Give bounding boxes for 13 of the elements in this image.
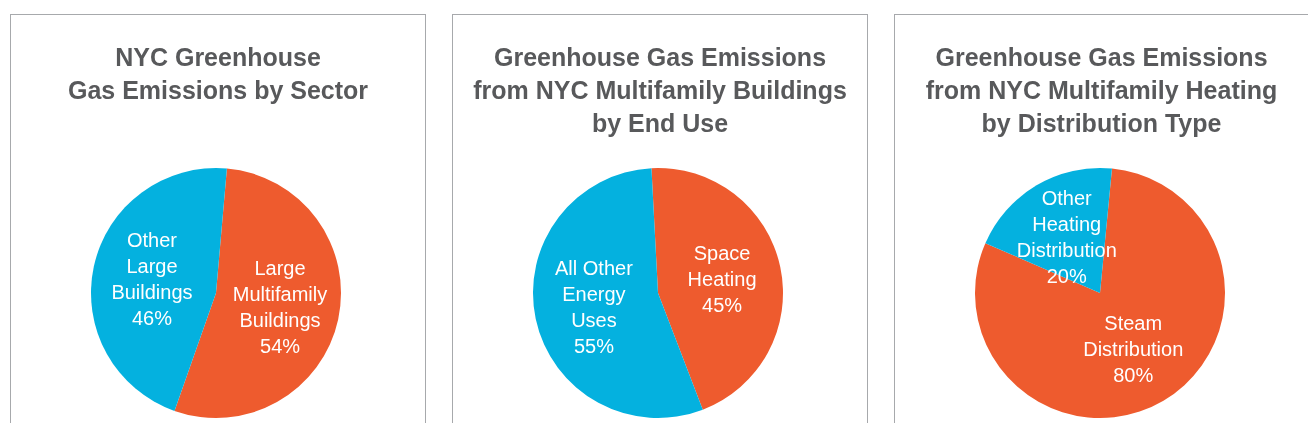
data-label: 54% [260,334,301,357]
slice-label: All Other Energy Uses [555,256,634,331]
chart-title: Greenhouse Gas Emissions from NYC Multifamily Buildings by End Use [473,42,847,137]
data-label: 45% [702,294,743,317]
data-label: 46% [131,307,173,330]
data-label: 55% [573,334,615,357]
slice-label: Space Heating [687,242,757,291]
data-label: 80% [1113,364,1154,387]
slice-label: Other Large Buildings [111,229,193,304]
chart-title: Greenhouse Gas Emissions from NYC Multifamily Heating by Distribution Type [925,42,1278,137]
slice-label: Large Multifamily Buildings [232,256,328,331]
slice-label: Steam Distribution [1083,312,1184,361]
chart-title: NYC Greenhouse Gas Emissions by Sector [67,42,369,104]
